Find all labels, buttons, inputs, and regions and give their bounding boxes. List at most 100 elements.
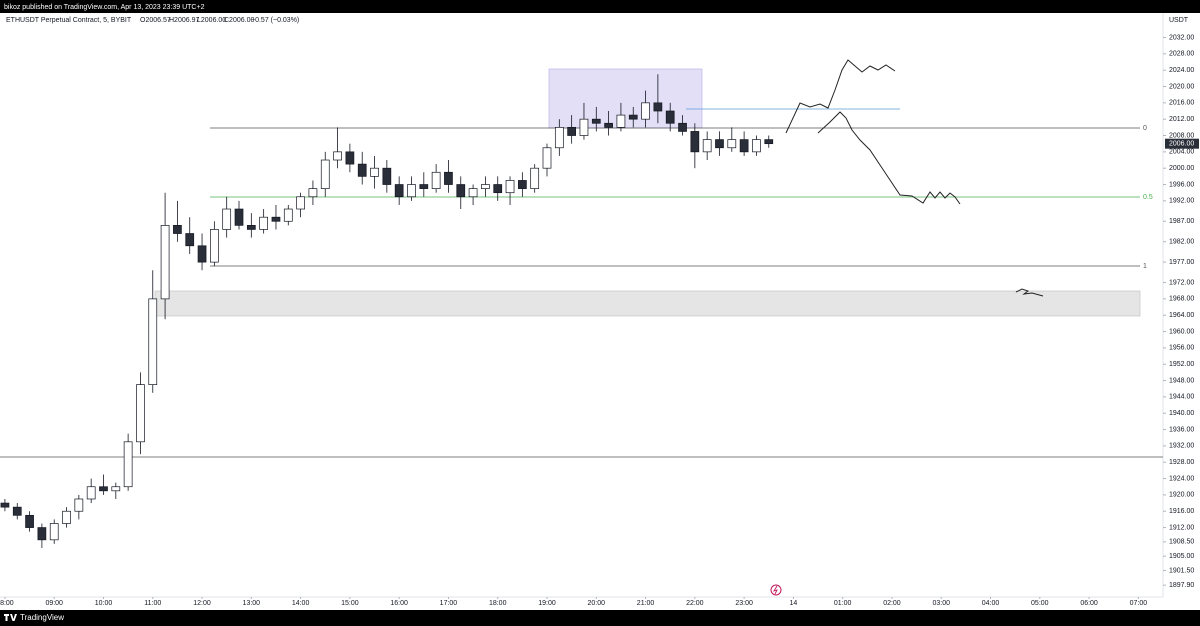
x-tick-label: 16:00 <box>390 600 408 607</box>
candle-body <box>271 216 281 222</box>
candle-body <box>49 523 59 541</box>
candle-body <box>579 118 589 136</box>
y-tick-label: 1912.00 <box>1169 524 1194 531</box>
candle-body <box>739 139 749 153</box>
freehand-path <box>1015 288 1044 297</box>
x-tick-label: 22:00 <box>686 600 704 607</box>
y-tick-label: 1905.00 <box>1169 553 1194 560</box>
candle-body <box>296 196 305 210</box>
y-tick-label: 1908.50 <box>1169 539 1194 546</box>
candle-body <box>111 486 121 492</box>
y-tick-label: 1936.00 <box>1169 426 1194 433</box>
candle-body <box>283 208 293 222</box>
y-tick-label: 1996.00 <box>1169 181 1194 188</box>
candle-body <box>604 122 613 128</box>
y-tick-label: 1964.00 <box>1169 312 1194 319</box>
candle-body <box>444 171 453 185</box>
candle-body <box>136 384 145 443</box>
fib-label: 1 <box>1143 263 1147 270</box>
y-tick-label: 2008.00 <box>1169 132 1194 139</box>
candle-body <box>308 188 318 198</box>
candle-body <box>246 225 256 230</box>
candle-body <box>764 139 774 145</box>
candle-body <box>702 139 712 153</box>
y-tick-label: 1901.50 <box>1169 567 1194 574</box>
candle-body <box>690 131 700 153</box>
candle-body <box>37 527 47 541</box>
x-tick-label: 13:00 <box>243 600 261 607</box>
candle-body <box>628 114 638 120</box>
candle-body <box>518 180 527 189</box>
y-tick-label: 1952.00 <box>1169 361 1194 368</box>
y-tick-label: 1968.00 <box>1169 296 1194 303</box>
candle-body <box>210 229 219 263</box>
x-tick-label: 11:00 <box>144 600 161 607</box>
x-tick-label: 02:00 <box>883 600 901 607</box>
candle-body <box>320 159 330 189</box>
candle-body <box>468 188 478 198</box>
x-tick-label: 12:00 <box>193 600 211 607</box>
candle-body <box>259 216 269 230</box>
x-tick-label: 14 <box>790 600 798 607</box>
y-tick-label: 1940.00 <box>1169 410 1194 417</box>
x-tick-label: 05:00 <box>1031 600 1049 607</box>
x-tick-label: 04:00 <box>982 600 1000 607</box>
candle-body <box>481 184 490 189</box>
x-tick-label: 18:00 <box>489 600 507 607</box>
event-icon-bolt <box>772 585 778 595</box>
candle-body <box>99 486 108 492</box>
candle-body <box>419 184 429 189</box>
y-tick-label: 1987.00 <box>1169 218 1194 225</box>
freehand-path <box>785 59 896 134</box>
y-tick-label: 2032.00 <box>1169 34 1194 41</box>
y-tick-label: 1948.00 <box>1169 377 1194 384</box>
candle-body <box>123 441 133 488</box>
candle-body <box>456 184 466 198</box>
y-tick-label: 1916.00 <box>1169 508 1194 515</box>
x-tick-label: 20:00 <box>588 600 606 607</box>
y-tick-label: 1897.90 <box>1169 582 1194 589</box>
candle-body <box>407 184 416 198</box>
freehand-path <box>817 111 961 205</box>
y-tick-label: 1992.00 <box>1169 198 1194 205</box>
candle-body <box>25 514 34 528</box>
y-tick-label: 1977.00 <box>1169 259 1194 266</box>
candle-body <box>197 245 207 263</box>
x-tick-label: 23:00 <box>735 600 753 607</box>
y-tick-label: 2024.00 <box>1169 67 1194 74</box>
ohlc: O2006.57 <box>140 17 171 24</box>
last-price-label: 2006.00 <box>1169 141 1194 148</box>
candle-body <box>185 233 195 247</box>
ohlc: −0.57 (−0.03%) <box>251 17 299 24</box>
y-tick-label: 1944.00 <box>1169 394 1194 401</box>
candle-body <box>505 180 515 194</box>
candle-body <box>678 122 687 132</box>
candle-body <box>542 147 552 169</box>
top-bar <box>0 0 1200 13</box>
bottom-bar <box>0 610 1200 626</box>
candle-body <box>333 151 342 161</box>
candle-body <box>160 225 170 300</box>
candle-body <box>357 163 367 177</box>
candle-body <box>752 139 761 153</box>
last-price-box <box>1165 138 1199 149</box>
x-tick-label: 03:00 <box>932 600 950 607</box>
candle-body <box>431 171 441 189</box>
candle-body <box>234 208 244 226</box>
x-tick-label: 15:00 <box>341 600 359 607</box>
y-tick-label: 1924.00 <box>1169 475 1194 482</box>
candle-body <box>394 184 404 198</box>
candle-body <box>173 225 182 234</box>
y-tick-label: 1928.00 <box>1169 459 1194 466</box>
candle-body <box>222 208 232 230</box>
y-tick-label: 2028.00 <box>1169 51 1194 58</box>
candle-body <box>591 118 601 124</box>
currency: USDT <box>1169 17 1189 24</box>
logo <box>4 614 17 621</box>
candle-body <box>665 110 675 124</box>
candle-body <box>554 126 564 149</box>
chart-title: ETHUSDT Perpetual Contract, 5, BYBIT <box>6 17 132 24</box>
x-tick-label: 06:00 <box>1080 600 1098 607</box>
